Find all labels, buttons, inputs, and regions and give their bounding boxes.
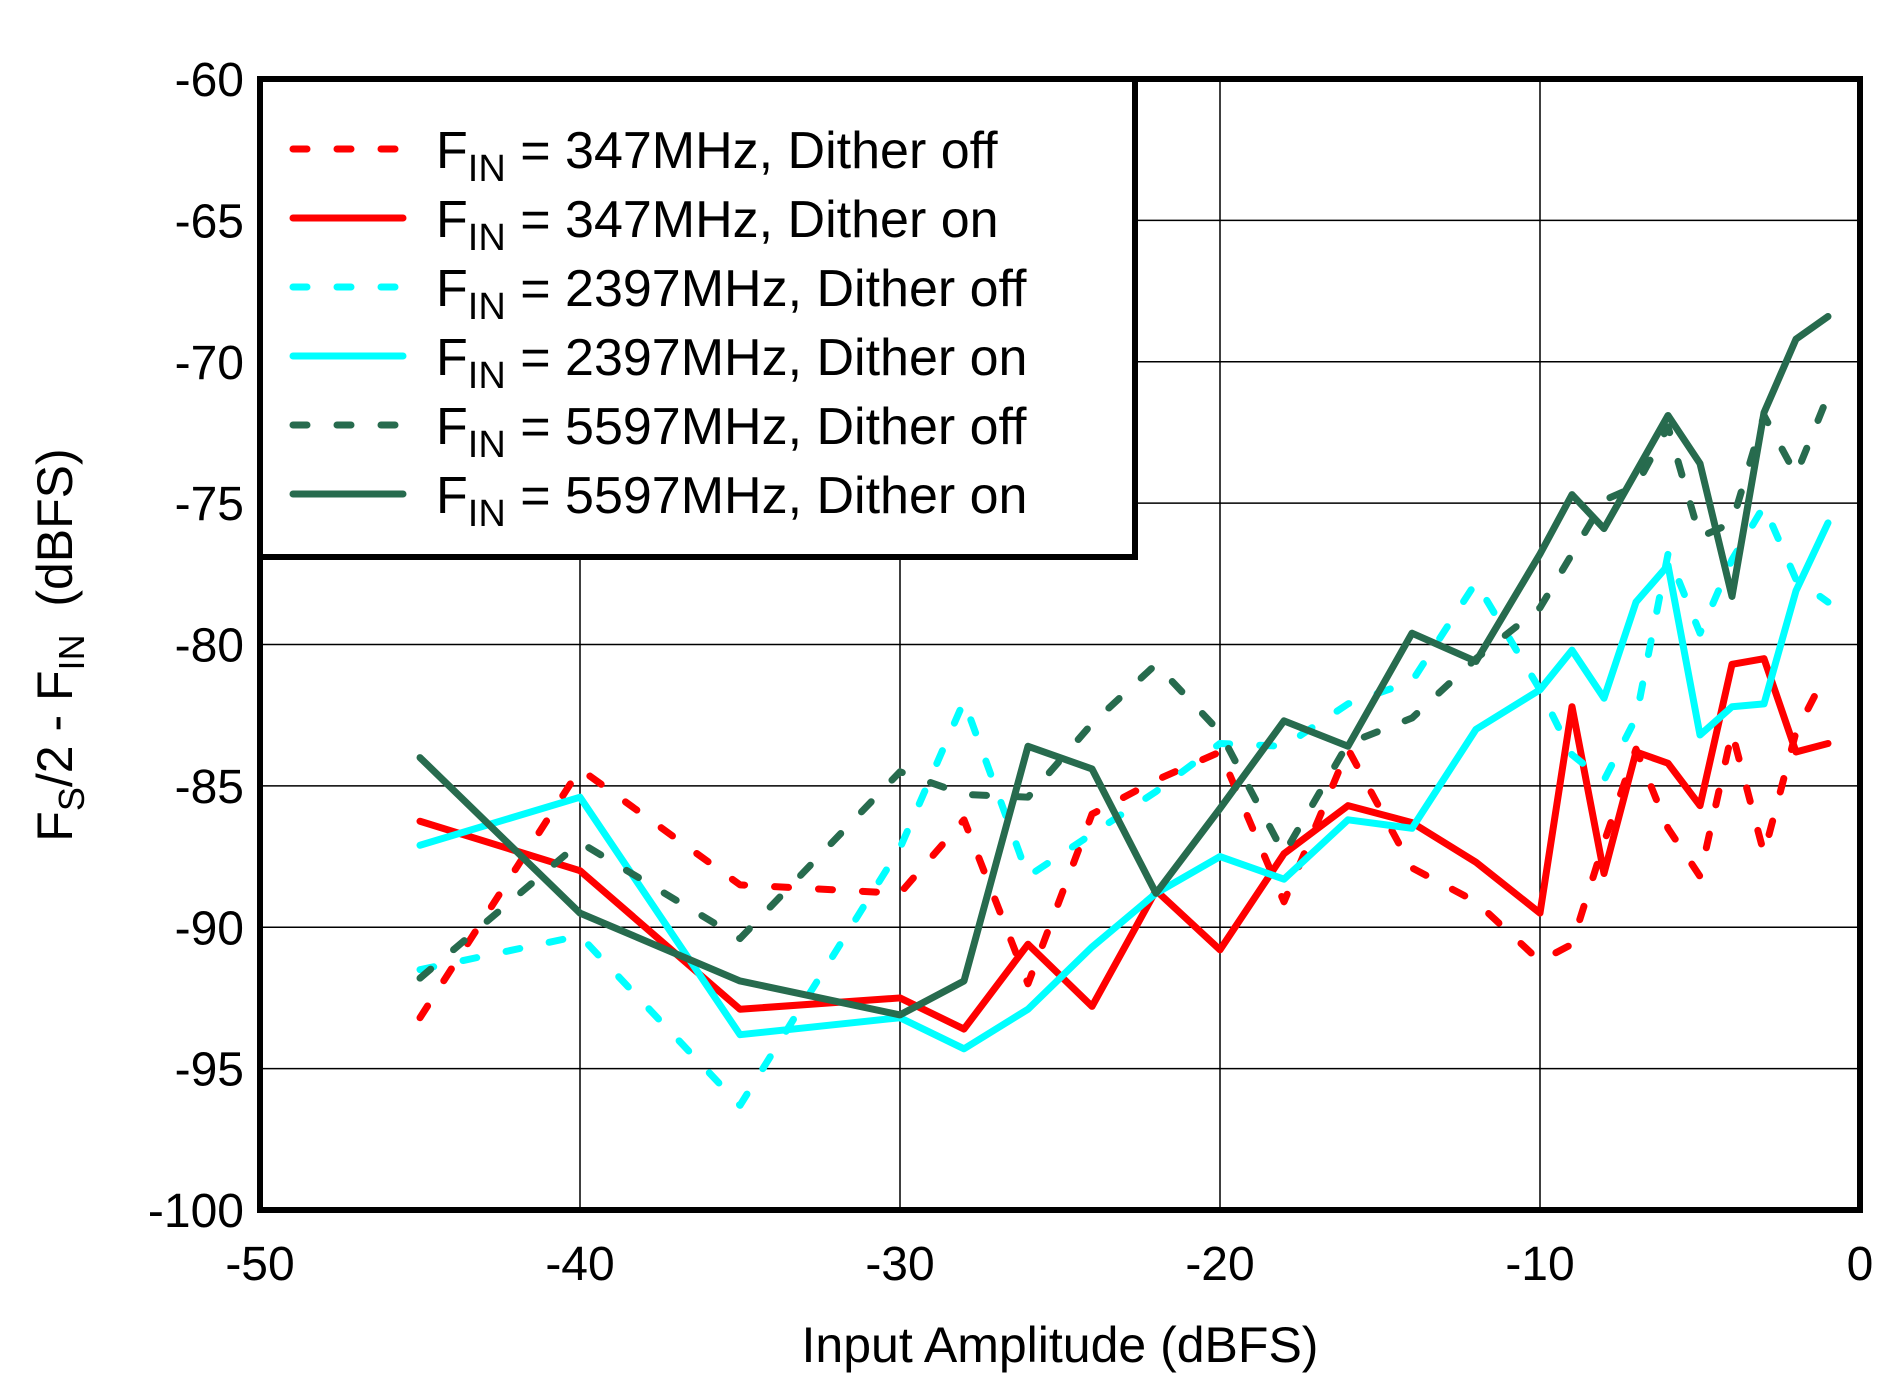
legend-label-subscript: IN bbox=[468, 148, 506, 190]
legend-label-subscript: IN bbox=[468, 493, 506, 535]
series-line-4 bbox=[416, 519, 1832, 1053]
legend-label-main: F bbox=[436, 467, 468, 525]
y-axis-title-subscript: IN bbox=[51, 634, 92, 670]
y-tick-labels: -60 -65 -70 -75 -80 -85 -90 -95 -100 bbox=[148, 54, 244, 1238]
y-tick-label: -60 bbox=[175, 54, 244, 107]
legend-label-rest: = 347MHz, Dither off bbox=[506, 122, 998, 180]
series-line-2 bbox=[416, 655, 1832, 1033]
legend-label-subscript: IN bbox=[468, 286, 506, 328]
legend-label-main: F bbox=[436, 398, 468, 456]
x-tick-label: -40 bbox=[545, 1238, 614, 1291]
y-axis-title-subscript: S bbox=[51, 787, 92, 811]
y-tick-label: -100 bbox=[148, 1185, 244, 1238]
y-axis-title: FS/2 - FIN (dBFS) bbox=[27, 448, 92, 841]
y-tick-label: -70 bbox=[175, 337, 244, 390]
legend-label-main: F bbox=[436, 191, 468, 249]
x-tick-label: -10 bbox=[1505, 1238, 1574, 1291]
series-line-3 bbox=[416, 502, 1832, 1109]
legend-label: FIN = 347MHz, Dither off bbox=[436, 122, 998, 190]
legend-label: FIN = 347MHz, Dither on bbox=[436, 191, 999, 259]
y-axis-title-part: F bbox=[27, 811, 83, 842]
legend-label: FIN = 5597MHz, Dither on bbox=[436, 467, 1027, 535]
series-line-1 bbox=[416, 666, 1832, 1022]
series-lines bbox=[416, 313, 1832, 1109]
legend-label-rest: = 2397MHz, Dither off bbox=[506, 260, 1027, 318]
x-tick-label: -50 bbox=[225, 1238, 294, 1291]
legend-label-main: F bbox=[436, 260, 468, 318]
legend-label: FIN = 2397MHz, Dither off bbox=[436, 260, 1027, 328]
x-tick-label: -30 bbox=[865, 1238, 934, 1291]
legend-label: FIN = 5597MHz, Dither off bbox=[436, 398, 1027, 466]
legend-box bbox=[257, 76, 1138, 560]
legend-label-subscript: IN bbox=[468, 355, 506, 397]
series-line-6 bbox=[416, 313, 1832, 1019]
y-tick-label: -95 bbox=[175, 1044, 244, 1097]
legend-label-rest: = 2397MHz, Dither on bbox=[506, 329, 1028, 387]
legend-label-rest: = 347MHz, Dither on bbox=[506, 191, 999, 249]
y-tick-label: -85 bbox=[175, 761, 244, 814]
plot-frame bbox=[257, 76, 1863, 1213]
series-line-5 bbox=[416, 392, 1832, 982]
x-tick-label: 0 bbox=[1847, 1238, 1874, 1291]
y-axis-title-part: (dBFS) bbox=[27, 448, 83, 634]
legend-label-subscript: IN bbox=[468, 217, 506, 259]
x-axis-title: Input Amplitude (dBFS) bbox=[802, 1317, 1319, 1373]
legend-label-rest: = 5597MHz, Dither off bbox=[506, 398, 1027, 456]
legend-label-rest: = 5597MHz, Dither on bbox=[506, 467, 1028, 525]
legend-label-subscript: IN bbox=[468, 424, 506, 466]
x-tick-labels: -50 -40 -30 -20 -10 0 bbox=[225, 1238, 1873, 1291]
legend-label-main: F bbox=[436, 329, 468, 387]
x-tick-label: -20 bbox=[1185, 1238, 1254, 1291]
y-axis-title-part: /2 - F bbox=[27, 670, 83, 787]
legend-label: FIN = 2397MHz, Dither on bbox=[436, 329, 1027, 397]
legend-label-main: F bbox=[436, 122, 468, 180]
y-tick-label: -75 bbox=[175, 478, 244, 531]
y-tick-label: -80 bbox=[175, 620, 244, 673]
y-tick-label: -65 bbox=[175, 195, 244, 248]
y-tick-label: -90 bbox=[175, 902, 244, 955]
